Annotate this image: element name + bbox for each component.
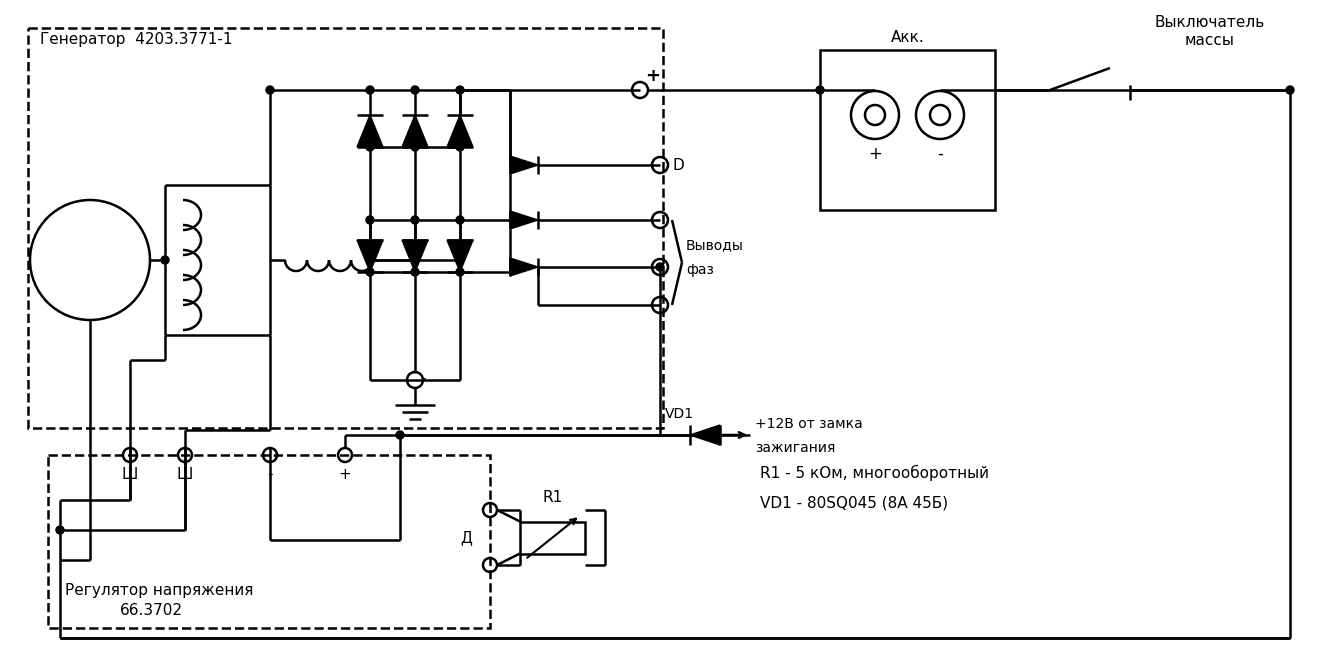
Text: зажигания: зажигания <box>755 441 835 455</box>
Polygon shape <box>402 115 428 147</box>
Circle shape <box>456 268 464 276</box>
Circle shape <box>366 86 374 94</box>
Circle shape <box>656 263 664 271</box>
Polygon shape <box>691 425 720 445</box>
Circle shape <box>366 268 374 276</box>
Polygon shape <box>357 115 384 147</box>
Circle shape <box>456 143 464 151</box>
FancyBboxPatch shape <box>520 521 585 554</box>
Polygon shape <box>447 240 473 272</box>
Circle shape <box>456 256 464 264</box>
Text: массы: массы <box>1185 33 1235 48</box>
Text: R1 - 5 кОм, многооборотный: R1 - 5 кОм, многооборотный <box>760 465 990 481</box>
Circle shape <box>366 256 374 264</box>
Circle shape <box>161 256 169 264</box>
Text: 66.3702: 66.3702 <box>119 603 182 618</box>
Circle shape <box>456 86 464 94</box>
Text: Выводы: Выводы <box>687 238 744 252</box>
Polygon shape <box>510 156 538 174</box>
Text: +: + <box>645 67 660 85</box>
Text: Акк.: Акк. <box>890 30 924 45</box>
Circle shape <box>456 216 464 224</box>
Text: VD1: VD1 <box>665 407 695 421</box>
Text: Ш: Ш <box>177 467 193 482</box>
Text: -: - <box>267 467 272 482</box>
Text: фаз: фаз <box>687 262 713 276</box>
Circle shape <box>56 526 64 534</box>
Text: +12В от замка: +12В от замка <box>755 417 862 431</box>
Circle shape <box>410 86 418 94</box>
Circle shape <box>396 431 404 439</box>
Polygon shape <box>510 258 538 276</box>
Circle shape <box>1286 86 1294 94</box>
Circle shape <box>366 216 374 224</box>
Text: Ш: Ш <box>122 467 138 482</box>
FancyBboxPatch shape <box>819 50 995 210</box>
Circle shape <box>266 86 274 94</box>
Text: -: - <box>420 371 425 386</box>
Text: R1: R1 <box>542 490 563 505</box>
Circle shape <box>366 143 374 151</box>
Text: D: D <box>672 157 684 173</box>
Polygon shape <box>402 240 428 272</box>
Polygon shape <box>447 115 473 147</box>
Text: Д: Д <box>460 530 472 545</box>
Text: Генератор  4203.3771-1: Генератор 4203.3771-1 <box>40 32 232 47</box>
Circle shape <box>817 86 823 94</box>
Text: +: + <box>868 145 882 163</box>
Polygon shape <box>510 211 538 229</box>
Circle shape <box>410 216 418 224</box>
Text: Регулятор напряжения: Регулятор напряжения <box>64 583 253 598</box>
Text: -: - <box>937 145 943 163</box>
Circle shape <box>410 143 418 151</box>
Text: Выключатель: Выключатель <box>1155 15 1265 30</box>
Polygon shape <box>357 240 384 272</box>
Text: VD1 - 80SQ045 (8А 45Б): VD1 - 80SQ045 (8А 45Б) <box>760 495 948 510</box>
Text: +: + <box>339 467 351 482</box>
Circle shape <box>410 268 418 276</box>
